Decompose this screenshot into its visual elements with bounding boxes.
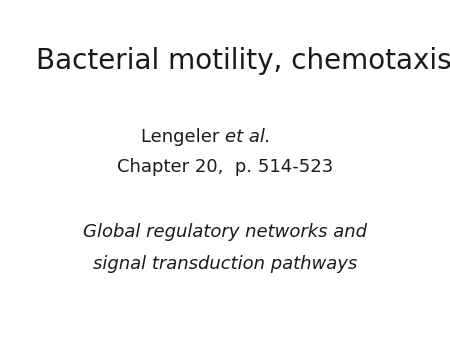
- Text: et al.: et al.: [225, 128, 270, 146]
- Text: Lengeler: Lengeler: [141, 128, 225, 146]
- Text: Global regulatory networks and: Global regulatory networks and: [83, 222, 367, 241]
- Text: Bacterial motility, chemotaxis: Bacterial motility, chemotaxis: [36, 47, 450, 75]
- Text: Chapter 20,  p. 514-523: Chapter 20, p. 514-523: [117, 158, 333, 176]
- Text: signal transduction pathways: signal transduction pathways: [93, 255, 357, 273]
